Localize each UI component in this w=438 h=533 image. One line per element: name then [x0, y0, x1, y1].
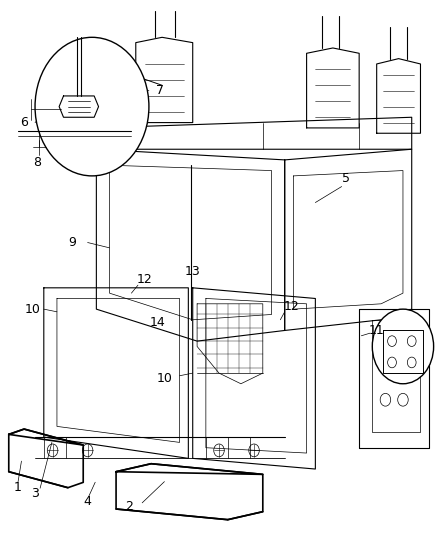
Text: 9: 9 — [68, 236, 76, 249]
Text: 5: 5 — [342, 172, 350, 185]
Circle shape — [398, 340, 408, 353]
Text: 10: 10 — [156, 372, 172, 385]
Text: 6: 6 — [20, 116, 28, 129]
Text: 8: 8 — [33, 156, 41, 169]
Text: 12: 12 — [283, 300, 299, 313]
Circle shape — [398, 393, 408, 406]
Text: 13: 13 — [185, 265, 201, 278]
Circle shape — [380, 340, 391, 353]
Text: 3: 3 — [31, 487, 39, 499]
Circle shape — [372, 309, 434, 384]
Text: 11: 11 — [369, 324, 385, 337]
Text: 10: 10 — [25, 303, 41, 316]
Text: 12: 12 — [137, 273, 152, 286]
Text: 14: 14 — [150, 316, 166, 329]
Text: 4: 4 — [84, 495, 92, 507]
Circle shape — [35, 37, 149, 176]
Text: 7: 7 — [156, 84, 164, 97]
Text: 1: 1 — [14, 481, 21, 494]
Circle shape — [380, 393, 391, 406]
Text: 2: 2 — [125, 500, 133, 513]
